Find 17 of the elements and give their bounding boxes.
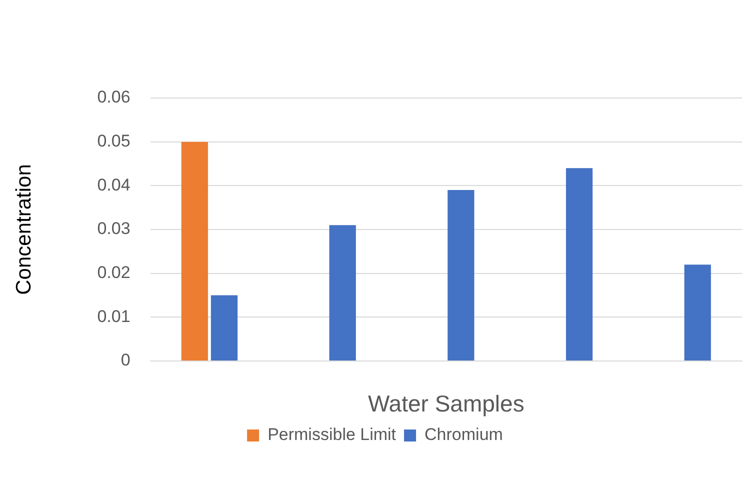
- y-tick-label: 0.04: [97, 175, 130, 194]
- legend-label: Chromium: [424, 425, 503, 444]
- y-tick-label: 0.03: [97, 219, 130, 238]
- bar: [210, 295, 238, 360]
- x-axis-title: Water Samples: [368, 390, 524, 417]
- y-tick-label: 0.02: [97, 263, 130, 282]
- bar: [329, 225, 356, 360]
- y-tick-label: 0.01: [97, 306, 130, 326]
- legend-label: Permissible Limit: [268, 425, 396, 444]
- bar: [448, 190, 474, 360]
- bar: [684, 264, 711, 360]
- y-tick-label: 0.05: [97, 132, 130, 151]
- bar: [181, 142, 208, 360]
- y-axis-title: Concentration: [12, 164, 36, 295]
- y-tick-label: 0.06: [97, 88, 130, 107]
- bar: [566, 168, 593, 360]
- y-tick-label: 0: [120, 350, 130, 370]
